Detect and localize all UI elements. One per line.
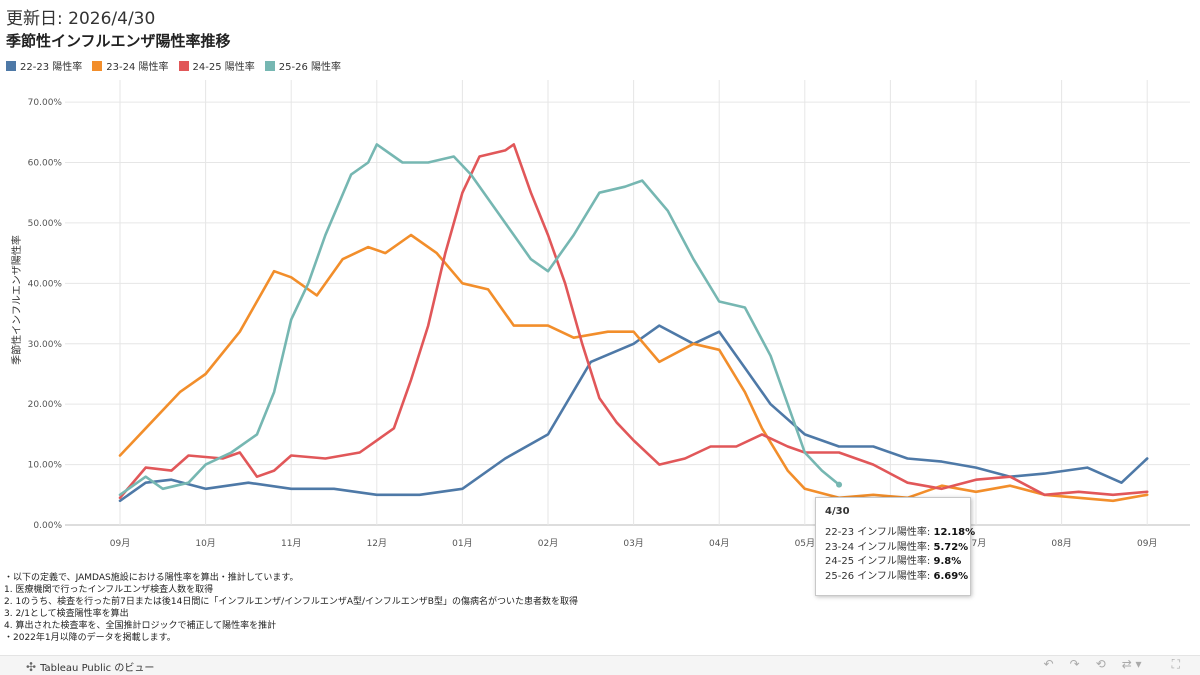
x-tick-label: 10月 bbox=[195, 538, 215, 549]
series-line-0[interactable] bbox=[118, 324, 1149, 503]
tooltip-row-22-23: 22-23 インフル陽性率: 12.18% bbox=[825, 527, 976, 538]
footer-toolbar: ✣ Tableau Public のビュー ↶ ↷ ⟲ ⇄ ▾ ⛶ bbox=[0, 655, 1200, 675]
tooltip: 4/30 22-23 インフル陽性率: 12.18% 23-24 インフル陽性率… bbox=[815, 497, 976, 596]
tooltip-value: 6.69% bbox=[933, 570, 969, 582]
legend-swatch bbox=[92, 60, 103, 71]
y-tick-label: 30.00% bbox=[28, 340, 63, 350]
y-axis-title: 季節性インフルエンザ陽性率 bbox=[10, 235, 23, 365]
legend-item-25-26[interactable]: 25-26 陽性率 bbox=[264, 58, 341, 73]
x-tick-label: 12月 bbox=[367, 538, 387, 549]
tooltip-row-24-25: 24-25 インフル陽性率: 9.8% bbox=[825, 556, 962, 567]
legend-item-23-24[interactable]: 23-24 陽性率 bbox=[92, 58, 169, 73]
legend-swatch bbox=[6, 60, 16, 71]
y-axis: 0.00% 10.00% 20.00% 30.00% 40.00% 50.00% 60.00… bbox=[28, 98, 63, 531]
x-tick-label: 05月 bbox=[795, 538, 815, 549]
series-line-3[interactable] bbox=[118, 143, 841, 497]
definition-notes: ・以下の定義で、JAMDAS施設における陽性率を算出・推計しています。 1. 医… bbox=[4, 572, 578, 644]
y-tick-label: 40.00% bbox=[28, 279, 63, 289]
tooltip-value: 12.18% bbox=[933, 527, 976, 538]
chart-title: 季節性インフルエンザ陽性率推移 bbox=[6, 32, 231, 50]
legend-item-24-25[interactable]: 24-25 陽性率 bbox=[178, 58, 255, 73]
x-axis: 09月10月11月12月01月02月03月04月05月06月07月08月09月 bbox=[110, 538, 1158, 549]
legend: 22-23 陽性率 23-24 陽性率 24-25 陽性率 25-26 陽性率 bbox=[6, 58, 341, 73]
hover-point[interactable] bbox=[836, 481, 843, 488]
legend-swatch bbox=[178, 60, 189, 71]
note-line: 3. 2/1として検査陽性率を算出 bbox=[4, 609, 129, 619]
y-tick-label: 50.00% bbox=[28, 219, 63, 229]
tooltip-value: 5.72% bbox=[933, 541, 969, 553]
share-icon[interactable]: ⇄ ▾ bbox=[1121, 657, 1142, 671]
legend-item-22-23[interactable]: 22-23 陽性率 bbox=[6, 58, 82, 73]
series-lines[interactable] bbox=[118, 143, 1149, 503]
legend-label: 22-23 陽性率 bbox=[20, 62, 83, 73]
y-tick-label: 20.00% bbox=[28, 400, 63, 410]
series-line-1[interactable] bbox=[118, 233, 1149, 503]
revert-icon[interactable]: ⟲ bbox=[1095, 657, 1106, 671]
tableau-public-link[interactable]: ✣ Tableau Public のビュー bbox=[26, 659, 155, 675]
y-tick-label: 10.00% bbox=[28, 461, 63, 471]
x-tick-label: 08月 bbox=[1051, 538, 1071, 549]
tooltip-value: 9.8% bbox=[933, 556, 962, 567]
line-chart[interactable]: 季節性インフルエンザ陽性率 0.00% 10.00% 20.00% 30.00% 40.… bbox=[0, 70, 1200, 560]
note-line: 1. 医療機関で行ったインフルエンザ検査人数を取得 bbox=[4, 585, 214, 595]
undo-icon[interactable]: ↶ bbox=[1043, 657, 1054, 671]
tooltip-date: 4/30 bbox=[825, 506, 850, 517]
note-line: ・以下の定義で、JAMDAS施設における陽性率を算出・推計しています。 bbox=[4, 573, 299, 583]
y-tick-label: 0.00% bbox=[33, 521, 62, 531]
x-tick-label: 09月 bbox=[1137, 538, 1157, 549]
x-tick-label: 04月 bbox=[709, 538, 729, 549]
legend-label: 23-24 陽性率 bbox=[106, 62, 169, 73]
x-tick-label: 07月 bbox=[966, 538, 986, 549]
x-tick-label: 02月 bbox=[538, 538, 558, 549]
updated-date: 更新日: 2026/4/30 bbox=[6, 9, 156, 29]
legend-label: 25-26 陽性率 bbox=[278, 62, 341, 73]
fullscreen-icon[interactable]: ⛶ bbox=[1171, 657, 1180, 671]
x-tick-label: 01月 bbox=[452, 538, 472, 549]
y-tick-label: 60.00% bbox=[28, 159, 63, 169]
note-line: 4. 算出された検査率を、全国推計ロジックで補正して陽性率を推計 bbox=[4, 621, 277, 631]
x-tick-label: 03月 bbox=[623, 538, 643, 549]
y-tick-label: 70.00% bbox=[28, 98, 63, 108]
tooltip-row-25-26: 25-26 インフル陽性率: 6.69% bbox=[825, 570, 969, 582]
note-line: ・2022年1月以降のデータを掲載します。 bbox=[4, 633, 176, 643]
brand-label: Tableau Public のビュー bbox=[40, 663, 155, 674]
legend-swatch bbox=[264, 60, 275, 71]
tooltip-row-23-24: 23-24 インフル陽性率: 5.72% bbox=[825, 541, 969, 553]
legend-label: 24-25 陽性率 bbox=[192, 62, 255, 73]
gridlines bbox=[65, 80, 1190, 526]
redo-icon[interactable]: ↷ bbox=[1069, 657, 1080, 671]
x-tick-label: 11月 bbox=[281, 538, 301, 549]
note-line: 2. 1のうち、検査を行った前7日または後14日間に「インフルエンザ/インフルエ… bbox=[4, 597, 578, 607]
toolbar-icons: ↶ ↷ ⟲ ⇄ ▾ ⛶ bbox=[1044, 657, 1181, 672]
tableau-logo-icon: ✣ bbox=[26, 659, 37, 674]
x-tick-label: 09月 bbox=[110, 538, 130, 549]
